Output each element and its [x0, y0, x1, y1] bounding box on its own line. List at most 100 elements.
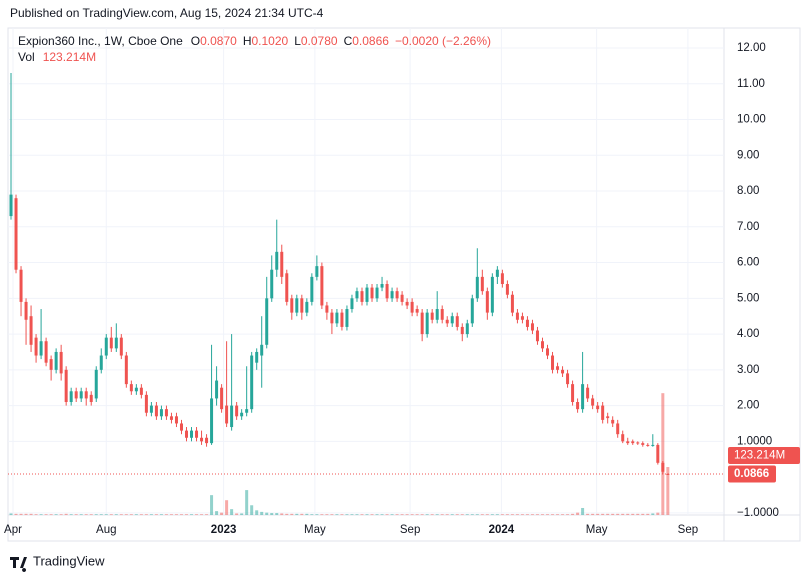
candle-body — [300, 298, 304, 313]
volume-bar — [646, 513, 650, 515]
volume-bar — [79, 514, 83, 515]
candle-body — [435, 309, 439, 320]
candle-body — [345, 309, 349, 327]
volume-bar — [174, 514, 178, 515]
last-price-box — [728, 465, 776, 483]
candle-body — [169, 416, 173, 420]
volume-bar — [59, 514, 63, 515]
volume-bar — [485, 514, 489, 515]
volume-bar — [325, 514, 329, 515]
candle-body — [174, 416, 178, 424]
candle-body — [360, 291, 364, 302]
candle-body — [591, 398, 595, 406]
legend-field-value: 0.0866 — [352, 34, 389, 48]
candle-body — [651, 444, 655, 446]
candle-body — [621, 434, 625, 442]
volume-bar — [260, 511, 264, 515]
candle-body — [205, 437, 209, 444]
candle-body — [184, 430, 188, 438]
volume-bar — [430, 514, 434, 515]
candle-body — [285, 273, 289, 302]
candle-body — [270, 269, 274, 299]
candle-body — [260, 344, 264, 356]
candle-body — [149, 405, 153, 413]
candle-body — [355, 291, 359, 299]
candle-body — [666, 473, 670, 475]
legend-field-value: 0.0870 — [200, 34, 237, 48]
candle-body — [290, 298, 294, 313]
candle-body — [320, 266, 324, 306]
candle-body — [430, 312, 434, 320]
volume-bar — [440, 514, 444, 515]
candle-body — [515, 312, 519, 320]
candle-body — [114, 337, 118, 349]
volume-bar — [370, 514, 374, 515]
volume-bar — [215, 511, 219, 515]
volume-bar — [520, 514, 524, 515]
volume-bar — [149, 514, 153, 515]
candle-body — [119, 337, 123, 356]
candle-body — [425, 312, 429, 335]
volume-bar — [606, 513, 610, 515]
volume-bar — [94, 514, 98, 515]
candle-body — [164, 409, 168, 417]
candle-body — [440, 309, 444, 320]
volume-bar — [305, 513, 309, 515]
volume-bar — [225, 500, 229, 515]
volume-bar — [29, 513, 33, 515]
candle-body — [470, 298, 474, 324]
volume-bar — [205, 514, 209, 515]
published-note: Published on TradingView.com, Aug 15, 20… — [10, 6, 324, 20]
volume-bar — [360, 514, 364, 515]
volume-bar — [465, 514, 469, 515]
volume-bar — [190, 514, 194, 515]
volume-bar — [455, 514, 459, 515]
x-tick-label: 2024 — [489, 524, 515, 536]
candle-body — [139, 387, 143, 395]
volume-bar — [89, 514, 93, 515]
volume-bar — [395, 514, 399, 515]
candle-body — [59, 351, 63, 374]
volume-bar — [355, 514, 359, 515]
candle-body — [295, 298, 299, 313]
volume-bar — [255, 510, 259, 515]
candle-body — [159, 409, 163, 417]
candle-body — [29, 316, 33, 345]
candle-body — [144, 394, 148, 413]
x-tick-label: Sep — [400, 524, 420, 536]
volume-bar — [220, 512, 224, 515]
volume-bar — [330, 514, 334, 515]
candle-body — [250, 355, 254, 410]
volume-bar — [576, 512, 580, 515]
volume-bar — [169, 514, 173, 515]
volume-bar — [400, 514, 404, 515]
chart-frame — [7, 27, 801, 542]
volume-bar — [601, 513, 605, 515]
y-tick-label: 1.0000 — [737, 435, 772, 447]
volume-bar — [119, 514, 123, 515]
candle-body — [240, 412, 244, 417]
volume-bar — [345, 514, 349, 515]
candle-body — [310, 276, 314, 302]
volume-bar — [390, 514, 394, 515]
candle-body — [49, 359, 53, 370]
volume-legend-value: 123.214M — [43, 50, 96, 64]
volume-bar — [641, 513, 645, 515]
candle-body — [556, 366, 560, 370]
volume-bar — [385, 514, 389, 515]
candle-body — [39, 341, 43, 356]
y-tick-label: 7.00 — [737, 221, 759, 233]
candle-body — [84, 391, 88, 399]
volume-bar — [69, 514, 73, 515]
volume-bar — [335, 514, 339, 515]
candle-body — [255, 351, 259, 363]
y-tick-label: 4.00 — [737, 328, 759, 340]
volume-bar — [551, 514, 555, 515]
volume-bar — [525, 514, 529, 515]
candle-body — [616, 423, 620, 435]
volume-bar — [300, 513, 304, 515]
volume-bar — [350, 514, 354, 515]
volume-bar — [611, 513, 615, 515]
y-tick-label: 11.00 — [737, 78, 765, 90]
volume-bar — [581, 507, 585, 515]
